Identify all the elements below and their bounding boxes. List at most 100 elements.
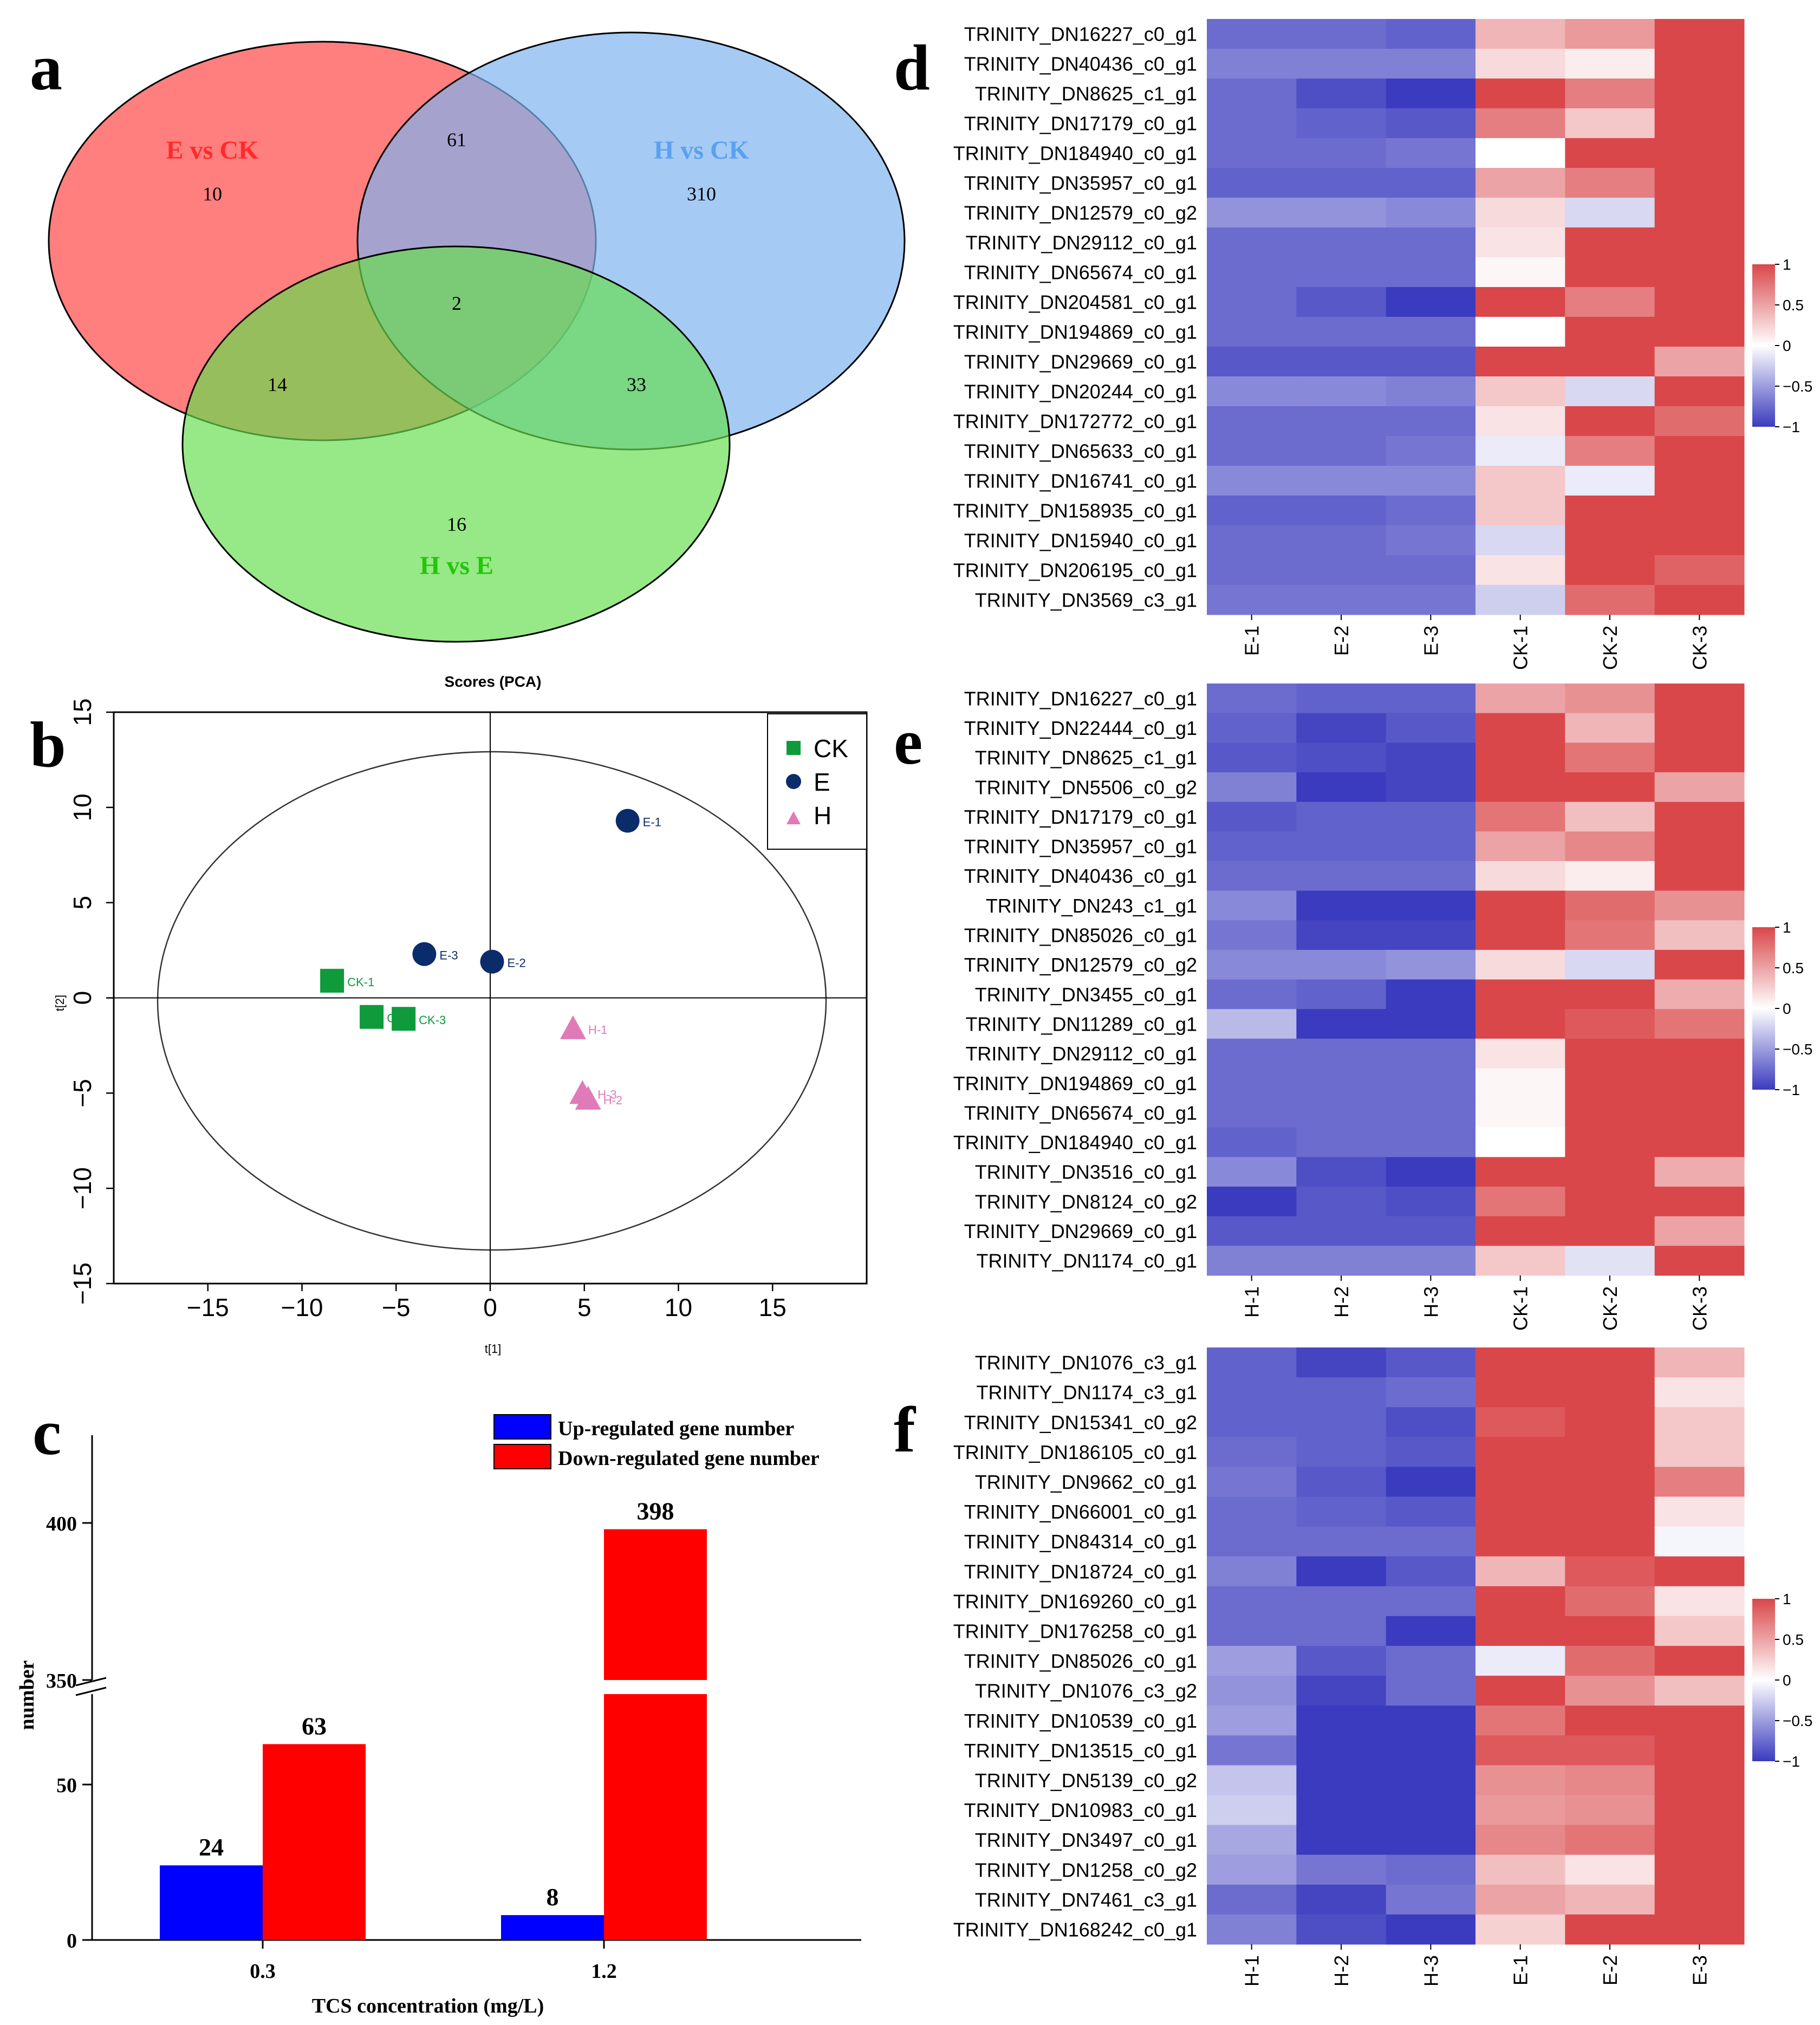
heatmap-cell — [1654, 436, 1745, 466]
heatmap-cell — [1296, 287, 1387, 317]
heatmap-cell — [1207, 1467, 1297, 1497]
heatmap-row-label: TRINITY_DN186105_c0_g1 — [953, 1441, 1197, 1463]
heatmap-cell — [1476, 1187, 1565, 1217]
heatmap-col-label: E-3 — [1420, 626, 1442, 656]
colorbar-tick-label: −1 — [1783, 1082, 1800, 1098]
heatmap-cell — [1386, 1735, 1476, 1766]
heatmap-col-label: H-1 — [1241, 1955, 1263, 1987]
heatmap-cell — [1207, 1377, 1297, 1408]
heatmap-cell — [1654, 1825, 1745, 1855]
heatmap-cell — [1296, 317, 1387, 347]
bar-y-tick-label: 400 — [46, 1513, 77, 1535]
heatmap-cell — [1386, 1884, 1476, 1915]
heatmap-cell — [1386, 555, 1476, 585]
heatmap-col-label: CK-2 — [1599, 626, 1621, 670]
heatmap-cell — [1565, 1246, 1655, 1276]
colorbar-tick-label: −0.5 — [1783, 1041, 1812, 1058]
heatmap-cell — [1296, 949, 1387, 980]
heatmap-row-label: TRINITY_DN184940_c0_g1 — [953, 1131, 1197, 1154]
heatmap-cell — [1296, 1068, 1387, 1098]
heatmap-cell — [1565, 979, 1655, 1010]
heatmap-cell — [1654, 1038, 1745, 1069]
colorbar-tick-label: −0.5 — [1783, 1713, 1812, 1729]
heatmap-cell — [1207, 436, 1297, 466]
heatmap-cell — [1296, 713, 1387, 743]
heatmap-cell — [1207, 1068, 1297, 1098]
heatmap-cell — [1386, 1795, 1476, 1826]
heatmap-cell — [1565, 1157, 1655, 1187]
heatmap-cell — [1207, 227, 1297, 258]
heatmap-cell — [1476, 198, 1565, 228]
heatmap-cell — [1207, 347, 1297, 377]
pca-confidence-ellipse — [157, 751, 827, 1251]
heatmap-col-label: CK-3 — [1688, 1286, 1711, 1331]
heatmap-cell — [1296, 406, 1387, 437]
pca-axes: −15 −15 −10 −10 −5 −5 0 0 5 5 10 10 15 15 — [68, 698, 867, 1321]
heatmap-cell — [1386, 1825, 1476, 1855]
heatmap-cell — [1476, 743, 1565, 773]
heatmap-cell — [1476, 920, 1565, 950]
heatmap-row-label: TRINITY_DN168242_c0_g1 — [953, 1918, 1197, 1941]
heatmap-cell — [1476, 79, 1565, 109]
heatmap-row-label: TRINITY_DN17179_c0_g1 — [964, 113, 1197, 135]
heatmap-col-label: CK-3 — [1688, 626, 1711, 670]
heatmap-cell — [1654, 1496, 1745, 1527]
heatmap-row-label: TRINITY_DN169260_c0_g1 — [953, 1590, 1197, 1612]
heatmap-row-label: TRINITY_DN206195_c0_g1 — [953, 559, 1197, 582]
heatmap-cell — [1476, 831, 1565, 862]
heatmap-cell — [1386, 436, 1476, 466]
heatmap-cell — [1565, 1705, 1655, 1736]
heatmap-cell — [1207, 1765, 1297, 1795]
colorbar-tick-label: −1 — [1783, 1753, 1800, 1770]
pca-point-e-1 — [615, 809, 640, 833]
heatmap-cell — [1654, 1526, 1745, 1557]
heatmap-cell — [1207, 19, 1297, 49]
heatmap-cell — [1476, 1157, 1565, 1187]
heatmap-cell — [1654, 496, 1745, 526]
heatmap-cell — [1386, 1586, 1476, 1617]
heatmap-cell — [1654, 1467, 1745, 1497]
panel-label-b: b — [30, 708, 66, 780]
heatmap-cell — [1386, 1437, 1476, 1467]
heatmap-cell — [1207, 1854, 1297, 1885]
heatmap-row-label: TRINITY_DN40436_c0_g1 — [964, 53, 1197, 75]
heatmap-cell — [1654, 743, 1745, 773]
heatmap-cell — [1654, 920, 1745, 950]
heatmap-cell — [1296, 1586, 1387, 1617]
heatmap-cell — [1476, 1407, 1565, 1437]
venn-count-e-only: 10 — [203, 183, 222, 205]
heatmap-row-label: TRINITY_DN194869_c0_g1 — [953, 1072, 1197, 1095]
heatmap-cell — [1296, 920, 1387, 950]
heatmap-cell — [1296, 19, 1387, 49]
heatmap-row-label: TRINITY_DN7461_c3_g1 — [975, 1889, 1197, 1911]
heatmap-col-label: H-2 — [1330, 1955, 1353, 1987]
heatmap-cell — [1386, 1407, 1476, 1437]
heatmap-row-label: TRINITY_DN10983_c0_g1 — [964, 1799, 1197, 1821]
heatmap-row-label: TRINITY_DN16227_c0_g1 — [964, 23, 1197, 45]
heatmap-row-label: TRINITY_DN15341_c0_g2 — [964, 1411, 1197, 1434]
heatmap-cell — [1654, 406, 1745, 437]
heatmap-cell — [1654, 227, 1745, 258]
pca-point-h-3 — [569, 1080, 596, 1104]
heatmap-cell — [1386, 1246, 1476, 1276]
heatmap-cell — [1565, 1467, 1655, 1497]
heatmap-row-label: TRINITY_DN3455_c0_g1 — [975, 984, 1197, 1006]
heatmap-cell — [1296, 227, 1387, 258]
heatmap-cell — [1476, 525, 1565, 556]
heatmap-col-label: CK-2 — [1599, 1286, 1621, 1331]
heatmap-cell — [1207, 1705, 1297, 1736]
heatmap-cell — [1296, 1216, 1387, 1246]
heatmap-cell — [1476, 1496, 1565, 1527]
heatmap-cell — [1476, 406, 1565, 437]
heatmap-cell — [1565, 555, 1655, 585]
heatmap-cell — [1207, 1914, 1297, 1945]
heatmap-cell — [1565, 1009, 1655, 1039]
pca-title: Scores (PCA) — [445, 673, 542, 690]
heatmap-cell — [1654, 713, 1745, 743]
heatmap-row-label: TRINITY_DN8124_c0_g2 — [975, 1190, 1197, 1213]
pca-point-label: CK-3 — [419, 1013, 446, 1027]
heatmap-cell — [1654, 198, 1745, 228]
heatmap-cell — [1565, 1068, 1655, 1098]
heatmap-cell — [1386, 1377, 1476, 1408]
pca-point-label: H-2 — [603, 1093, 622, 1107]
